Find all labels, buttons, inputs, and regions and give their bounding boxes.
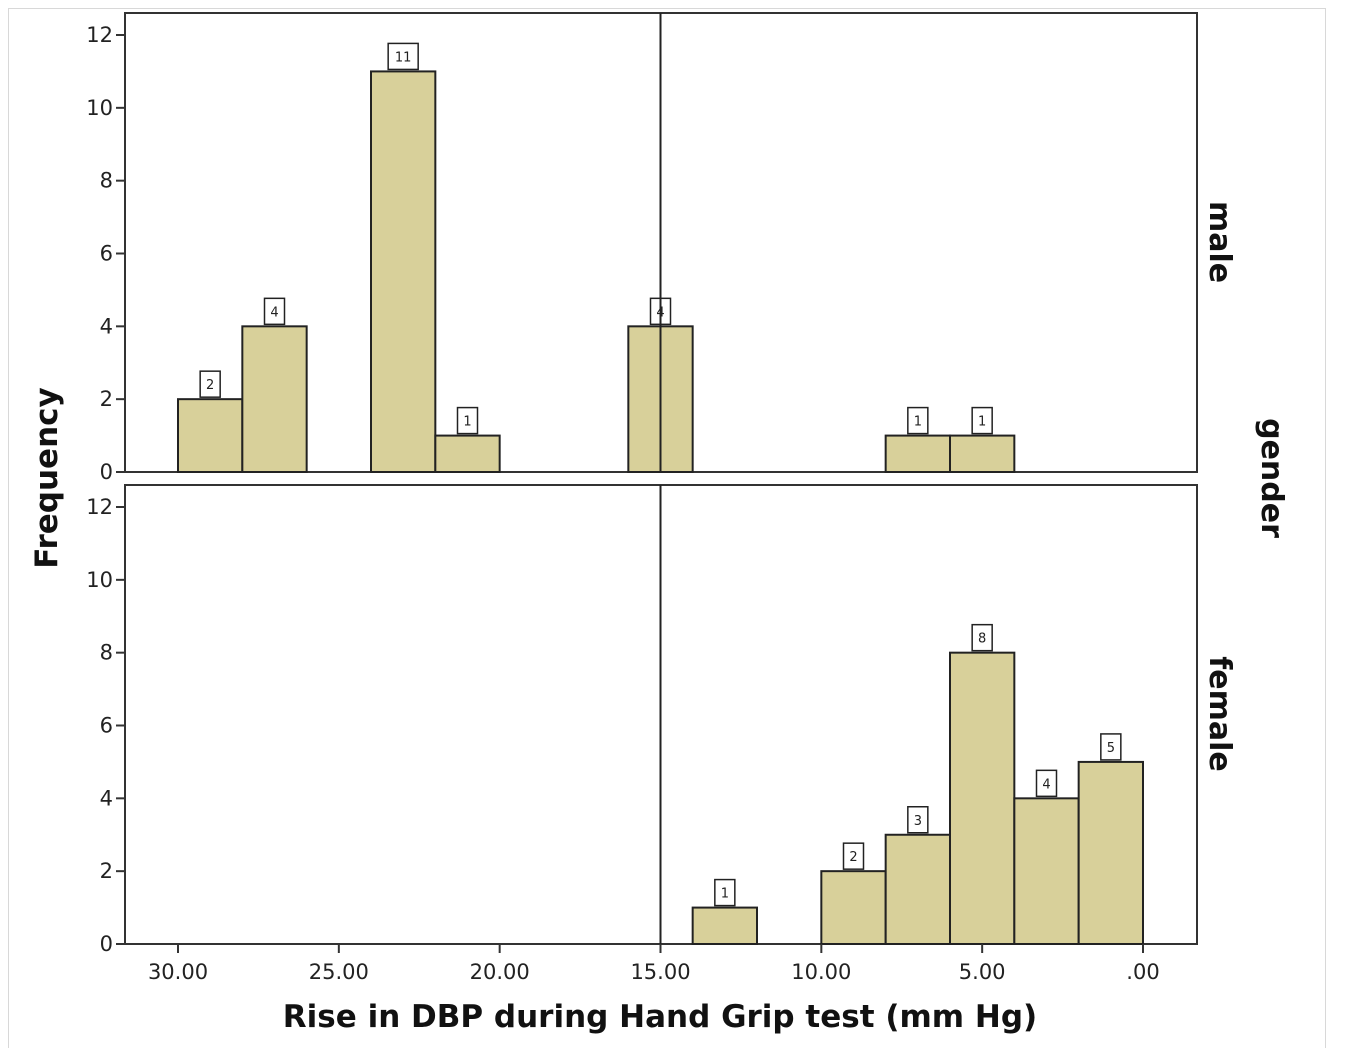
count-label-box [842,842,865,870]
bar-count-label: 11 [395,50,412,65]
panel-male: 02468101224111411male [86,12,1237,484]
count-label-box [1035,769,1058,798]
panels-layer: 02468101224111411male024681012123845fema… [86,12,1237,956]
count-label-box [907,406,929,435]
count-label-box [199,370,221,398]
x-tick-label: 10.00 [791,960,851,984]
histogram-bar [691,906,759,945]
y-tick-label: 4 [100,786,113,810]
bar-count-label: 8 [978,632,986,647]
bar-count-label: 1 [721,887,729,902]
histogram-bar [1013,797,1080,945]
y-tick-label: 10 [86,568,113,592]
histogram-bar [884,833,952,945]
bar-count-label: 4 [270,305,278,320]
facet-label-female: female [1202,656,1237,772]
count-label-box [907,806,929,834]
y-tick-label: 2 [100,859,113,883]
bar-count-label: 1 [914,415,922,430]
x-tick-label: 30.00 [148,960,208,984]
count-label-box [263,297,286,326]
count-label-box [714,878,736,907]
y-axis-title: Frequency [29,387,65,568]
chart-frame [8,8,1326,1048]
count-label-box [387,42,419,71]
x-tick-label: 25.00 [309,960,369,984]
y-tick-label: 8 [100,169,113,193]
y-tick-label: 6 [100,714,113,738]
y-tick-label: 12 [86,495,113,519]
histogram-bar [177,398,244,473]
bar-count-label: 5 [1107,741,1115,756]
bar-count-label: 4 [1042,777,1050,792]
histogram-bar [949,651,1016,946]
x-tick-label: 5.00 [959,960,1006,984]
histogram-bar [949,434,1016,474]
facet-label-male: male [1202,201,1237,283]
y-tick-label: 2 [100,387,113,411]
histogram-bar [370,70,437,474]
count-label-box [1100,733,1122,761]
x-axis-title: Rise in DBP during Hand Grip test (mm Hg… [283,999,1037,1035]
bar-count-label: 2 [849,850,857,865]
count-label-box [971,623,993,652]
bar-count-label: 1 [463,415,471,430]
y-tick-label: 12 [86,23,113,47]
x-tick-label: .00 [1126,960,1159,984]
y-tick-label: 0 [100,932,113,956]
bar-count-label: 3 [914,814,922,829]
facet-title-gender: gender [1254,418,1289,538]
count-label-box [456,406,479,435]
histogram-bar [434,434,501,474]
histogram-bar [1077,760,1144,946]
count-label-box [971,406,993,435]
bar-count-label: 1 [978,415,986,430]
y-tick-label: 8 [100,641,113,665]
x-tick-label: 15.00 [630,960,690,984]
histogram-bar [884,434,952,474]
x-tick-label: 20.00 [470,960,530,984]
y-tick-label: 0 [100,460,113,484]
bar-count-label: 2 [206,378,214,393]
y-tick-label: 10 [86,96,113,120]
histogram-bar [820,870,887,946]
y-tick-label: 4 [100,314,113,338]
histogram-bar [241,325,308,474]
x-axis: 30.00 25.00 20.00 15.00 10.00 5.00 .00 [148,944,1160,984]
y-tick-label: 6 [100,242,113,266]
